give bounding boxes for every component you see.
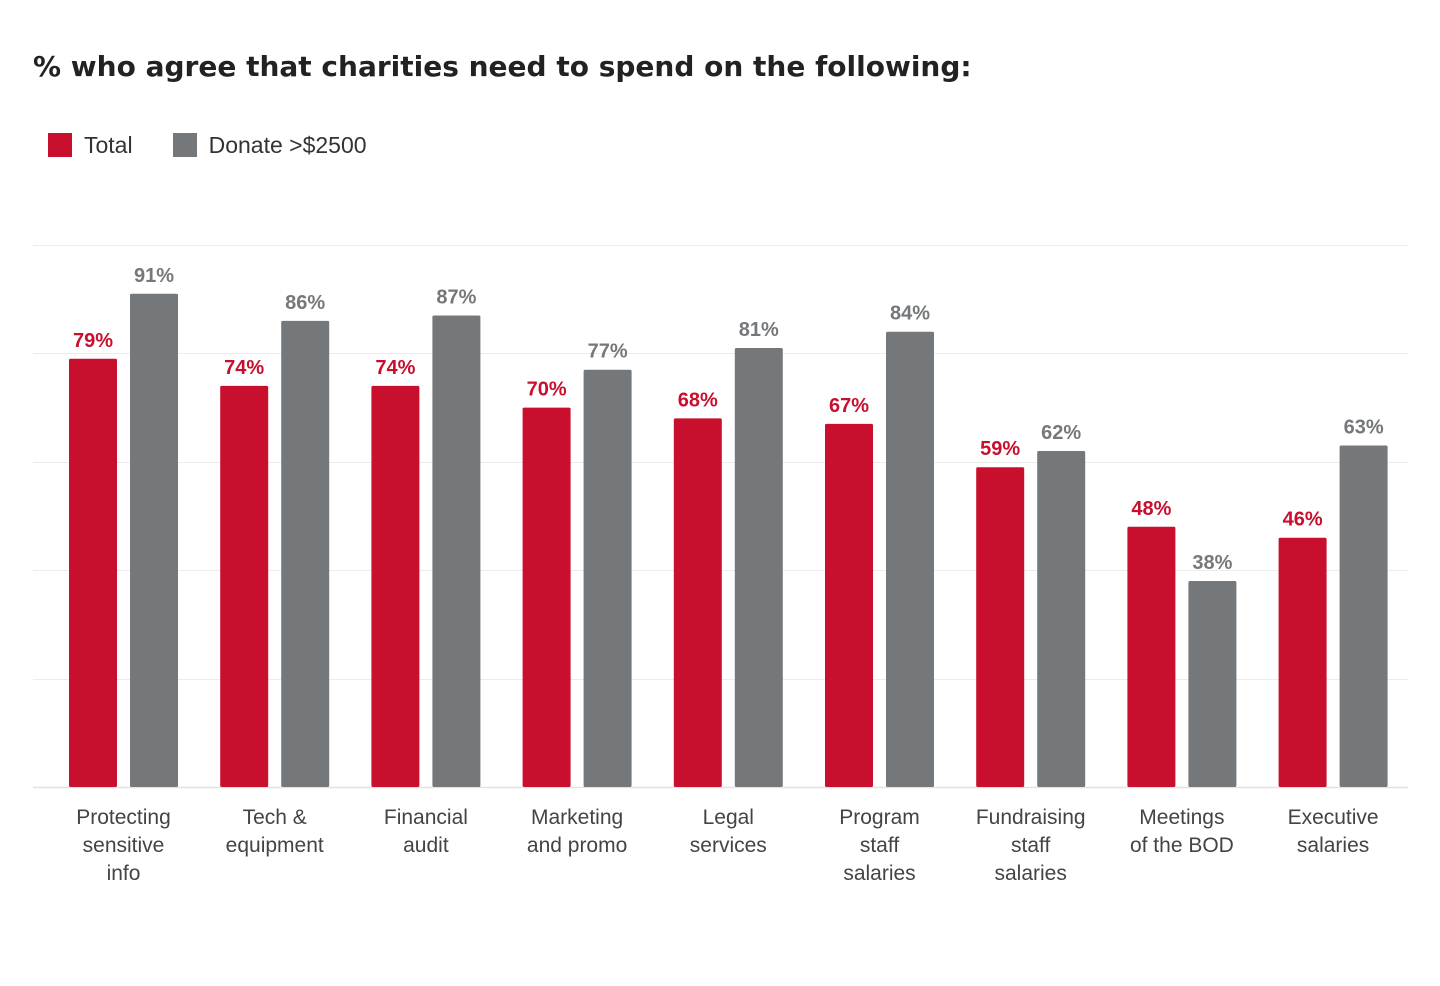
bar-donate <box>432 315 481 787</box>
bar-total <box>371 385 420 787</box>
value-label-total: 74% <box>224 357 264 379</box>
bar-total <box>1278 537 1327 787</box>
bar-donate <box>1188 581 1237 787</box>
value-label-donate: 86% <box>285 292 325 314</box>
value-label-donate: 38% <box>1192 552 1232 574</box>
bar-donate <box>734 348 783 787</box>
bar-total <box>1127 526 1176 787</box>
value-label-donate: 81% <box>739 319 779 341</box>
legend-item-total: Total <box>48 132 133 159</box>
value-label-total: 67% <box>829 395 869 417</box>
chart-legend: Total Donate >$2500 <box>48 130 407 160</box>
bar-total <box>976 467 1025 787</box>
value-label-donate: 91% <box>134 265 174 287</box>
legend-item-donate: Donate >$2500 <box>172 131 367 159</box>
value-label-donate: 62% <box>1041 422 1081 444</box>
value-label-donate: 84% <box>890 303 930 325</box>
category-label: Financial audit <box>384 806 468 857</box>
value-label-total: 46% <box>1283 509 1323 531</box>
value-label-total: 59% <box>980 438 1020 460</box>
value-label-total: 68% <box>678 389 718 411</box>
legend-label-total: Total <box>84 131 133 158</box>
value-label-donate: 77% <box>588 341 628 363</box>
legend-swatch-total <box>48 133 72 157</box>
legend-label-donate: Donate >$2500 <box>208 131 367 158</box>
chart-title: % who agree that charities need to spend… <box>33 50 972 83</box>
bar-total <box>825 423 873 787</box>
category-label: Meetings of the BOD <box>1130 806 1234 857</box>
bar-total <box>220 385 269 787</box>
category-label: Executive salaries <box>1288 806 1379 857</box>
bar-total <box>522 407 571 787</box>
bar-total <box>69 358 117 787</box>
category-label: Fundraising staff salaries <box>976 806 1086 885</box>
bar-donate <box>1339 445 1388 787</box>
category-label: Tech & equipment <box>226 806 324 857</box>
legend-swatch-donate <box>172 133 197 157</box>
bar-donate <box>583 369 632 787</box>
bar-donate <box>886 331 934 787</box>
category-label: Program staff salaries <box>839 806 920 885</box>
bar-donate <box>1037 451 1086 787</box>
bar-total <box>673 418 722 787</box>
category-label: Legal services <box>690 806 767 857</box>
value-label-donate: 63% <box>1344 417 1384 439</box>
value-label-total: 70% <box>527 379 567 401</box>
category-label: Protecting sensitive info <box>76 806 171 885</box>
value-label-total: 79% <box>73 330 113 352</box>
bar-donate <box>130 293 178 787</box>
value-label-total: 74% <box>375 357 415 379</box>
value-label-donate: 87% <box>436 287 476 309</box>
value-label-total: 48% <box>1131 498 1171 520</box>
category-label: Marketing and promo <box>527 806 627 857</box>
bar-donate <box>281 320 330 787</box>
